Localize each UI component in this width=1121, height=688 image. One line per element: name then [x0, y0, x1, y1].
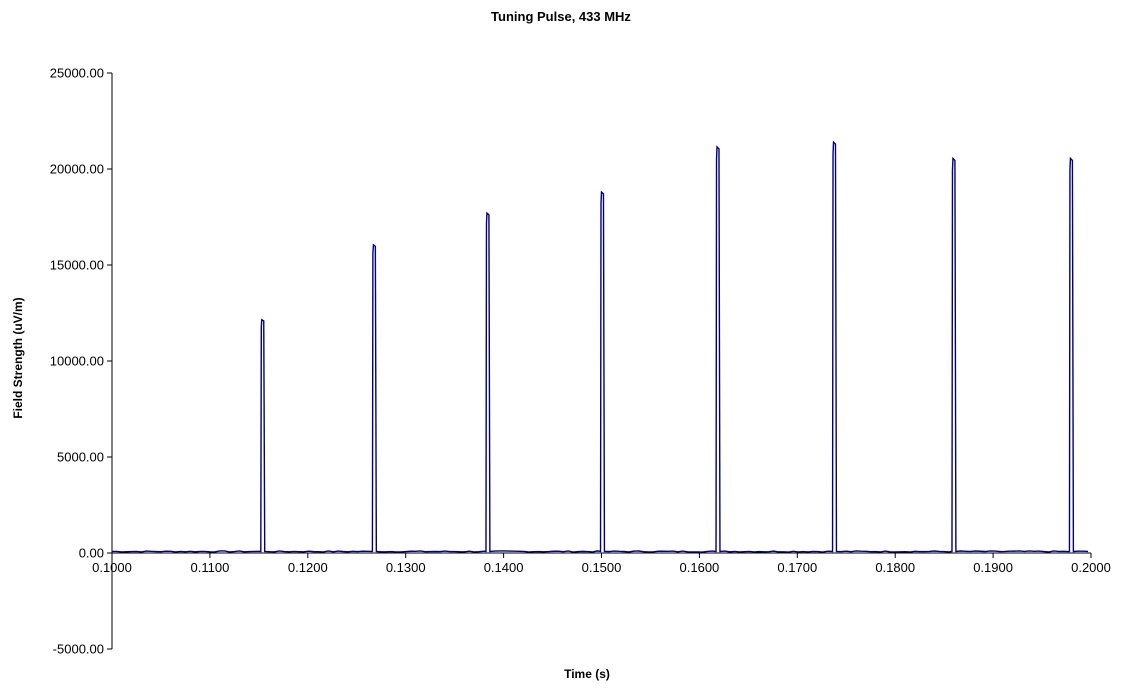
chart-title: Tuning Pulse, 433 MHz [491, 9, 631, 24]
x-tick-label: 0.1800 [875, 560, 915, 575]
x-tick-label: 0.2000 [1071, 560, 1111, 575]
y-tick-label: 15000.00 [50, 258, 104, 273]
series-line [111, 140, 1089, 553]
y-axis-label: Field Strength (uV/m) [11, 297, 25, 418]
y-tick-label: 25000.00 [50, 66, 104, 81]
y-tick-label: 10000.00 [50, 354, 104, 369]
x-axis-label: Time (s) [564, 667, 610, 681]
x-tick-label: 0.1700 [777, 560, 817, 575]
y-tick-label: -5000.00 [53, 642, 104, 657]
y-tick-label: 20000.00 [50, 162, 104, 177]
x-tick-label: 0.1500 [582, 560, 622, 575]
x-tick-label: 0.1100 [191, 560, 230, 575]
x-tick-label: 0.1400 [484, 560, 524, 575]
x-tick-label: 0.1600 [680, 560, 720, 575]
series-group [111, 140, 1089, 553]
x-tick-label: 0.1200 [288, 560, 328, 575]
x-tick-label: 0.1300 [386, 560, 426, 575]
plot-area: 0.1000 0.1100 0.1200 0.1300 0.1400 0.1500 0.16… [50, 66, 1111, 657]
y-tick-label: 5000.00 [57, 450, 104, 465]
x-tick-label: 0.1000 [92, 560, 132, 575]
y-ticks: -5000.00 0.00 5000.00 10000.00 15000.00 20000… [50, 66, 112, 657]
y-tick-label: 0.00 [79, 546, 104, 561]
x-tick-label: 0.1900 [973, 560, 1013, 575]
x-ticks: 0.1000 0.1100 0.1200 0.1300 0.1400 0.1500 0.16… [92, 553, 1111, 575]
